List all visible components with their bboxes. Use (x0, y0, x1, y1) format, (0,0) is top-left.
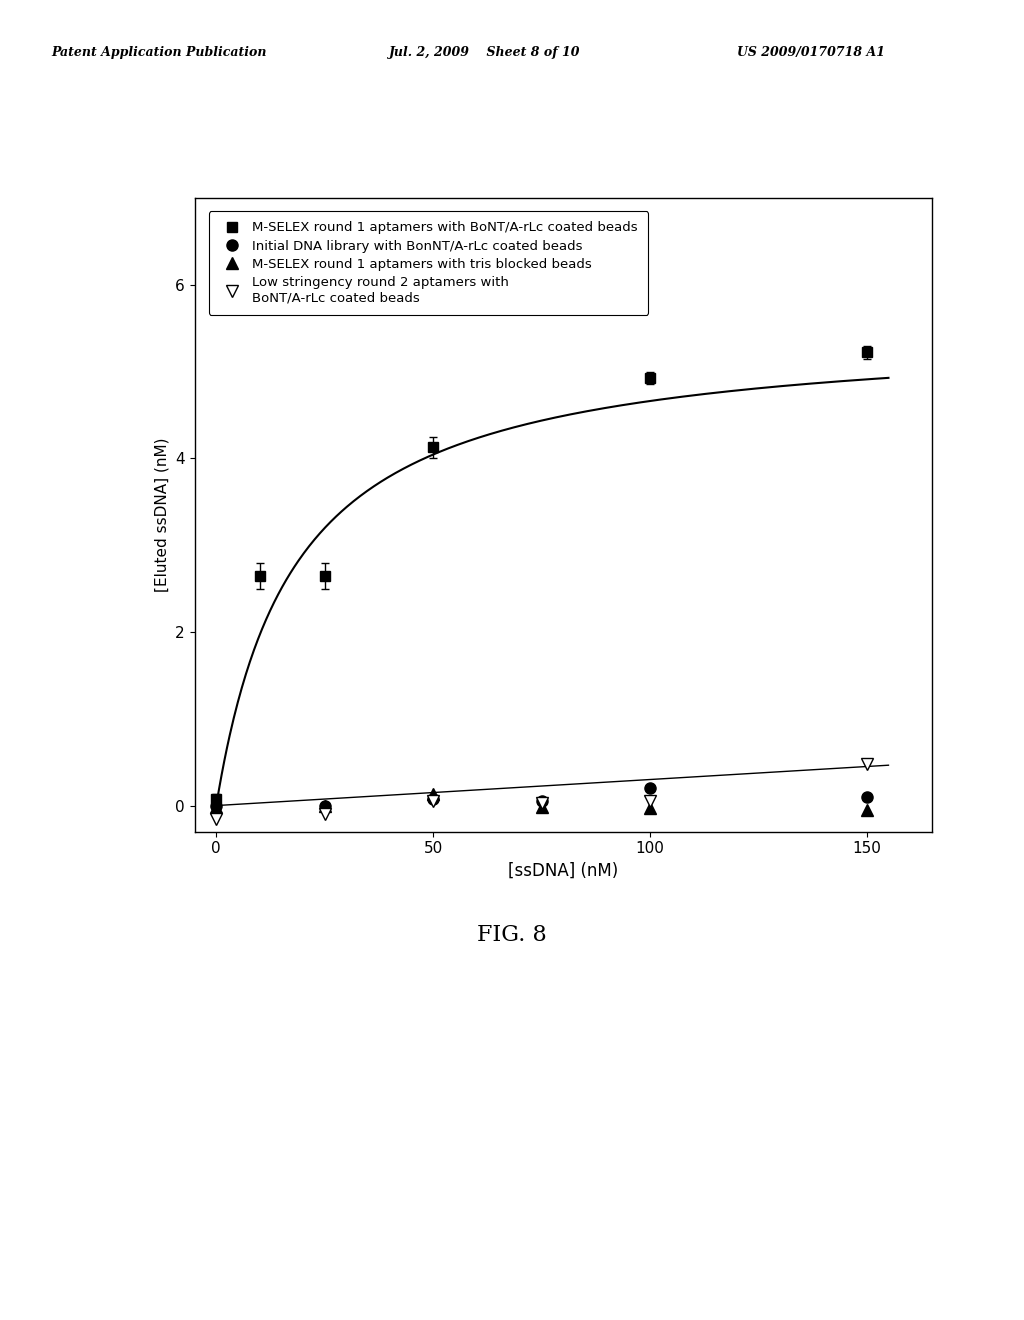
M-SELEX round 1 aptamers with tris blocked beads (427, 787, 439, 803)
X-axis label: [ssDNA] (nM): [ssDNA] (nM) (508, 862, 618, 880)
Low stringency round 2 aptamers with
BoNT/A-rLc coated beads (210, 810, 222, 826)
Low stringency round 2 aptamers with
BoNT/A-rLc coated beads (644, 793, 656, 809)
M-SELEX round 1 aptamers with tris blocked beads (318, 797, 331, 813)
Low stringency round 2 aptamers with
BoNT/A-rLc coated beads (860, 756, 872, 772)
Text: FIG. 8: FIG. 8 (477, 924, 547, 946)
Line: Low stringency round 2 aptamers with
BoNT/A-rLc coated beads: Low stringency round 2 aptamers with BoN… (210, 758, 873, 825)
M-SELEX round 1 aptamers with tris blocked beads (644, 800, 656, 816)
Text: Patent Application Publication: Patent Application Publication (51, 46, 266, 59)
Initial DNA library with BonNT/A-rLc coated beads (536, 793, 548, 809)
M-SELEX round 1 aptamers with tris blocked beads (536, 800, 548, 816)
Initial DNA library with BonNT/A-rLc coated beads (860, 789, 872, 805)
Low stringency round 2 aptamers with
BoNT/A-rLc coated beads (427, 793, 439, 809)
Line: M-SELEX round 1 aptamers with tris blocked beads: M-SELEX round 1 aptamers with tris block… (211, 789, 872, 816)
Initial DNA library with BonNT/A-rLc coated beads (318, 797, 331, 813)
Initial DNA library with BonNT/A-rLc coated beads (427, 792, 439, 808)
M-SELEX round 1 aptamers with tris blocked beads (210, 800, 222, 816)
Text: US 2009/0170718 A1: US 2009/0170718 A1 (737, 46, 886, 59)
Text: Jul. 2, 2009    Sheet 8 of 10: Jul. 2, 2009 Sheet 8 of 10 (389, 46, 581, 59)
M-SELEX round 1 aptamers with tris blocked beads (860, 803, 872, 818)
Initial DNA library with BonNT/A-rLc coated beads (644, 780, 656, 796)
Line: Initial DNA library with BonNT/A-rLc coated beads: Initial DNA library with BonNT/A-rLc coa… (211, 783, 872, 810)
Initial DNA library with BonNT/A-rLc coated beads (210, 797, 222, 813)
Y-axis label: [Eluted ssDNA] (nM): [Eluted ssDNA] (nM) (155, 437, 170, 593)
Low stringency round 2 aptamers with
BoNT/A-rLc coated beads (536, 795, 548, 810)
Legend: M-SELEX round 1 aptamers with BoNT/A-rLc coated beads, Initial DNA library with : M-SELEX round 1 aptamers with BoNT/A-rLc… (209, 211, 648, 315)
Low stringency round 2 aptamers with
BoNT/A-rLc coated beads (318, 807, 331, 822)
